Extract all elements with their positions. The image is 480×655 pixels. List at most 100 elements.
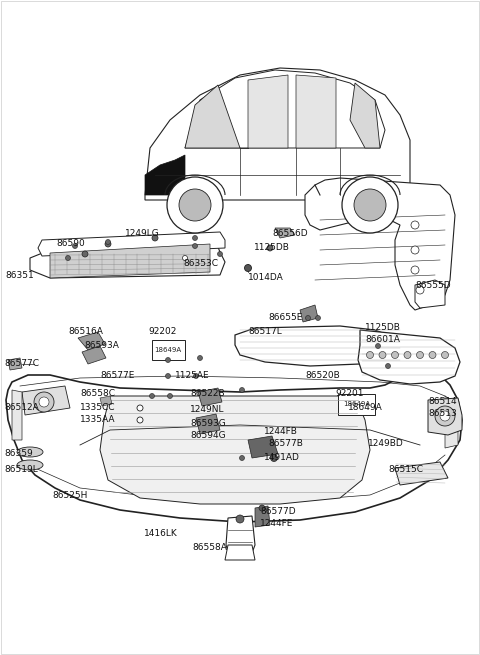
Circle shape xyxy=(167,177,223,233)
Text: 86514: 86514 xyxy=(428,398,456,407)
Polygon shape xyxy=(82,346,106,364)
Text: 86601A: 86601A xyxy=(365,335,400,343)
Polygon shape xyxy=(6,370,462,522)
Circle shape xyxy=(168,394,172,398)
Circle shape xyxy=(182,255,188,261)
Circle shape xyxy=(417,352,423,358)
Text: 86512A: 86512A xyxy=(4,403,39,413)
Circle shape xyxy=(240,388,244,392)
Text: 86359: 86359 xyxy=(4,449,33,457)
Circle shape xyxy=(315,316,321,320)
Circle shape xyxy=(72,244,77,248)
Circle shape xyxy=(179,189,211,221)
Circle shape xyxy=(65,255,71,261)
Circle shape xyxy=(106,240,110,244)
Polygon shape xyxy=(22,386,70,415)
Text: 86515C: 86515C xyxy=(388,464,423,474)
Circle shape xyxy=(192,244,197,248)
Polygon shape xyxy=(255,506,270,527)
Text: 1244FE: 1244FE xyxy=(260,519,293,527)
Circle shape xyxy=(259,505,265,511)
Circle shape xyxy=(152,235,158,241)
Text: 86577C: 86577C xyxy=(4,358,39,367)
Circle shape xyxy=(392,352,398,358)
Circle shape xyxy=(385,364,391,369)
Circle shape xyxy=(429,352,436,358)
Polygon shape xyxy=(428,398,462,435)
Text: 1125AE: 1125AE xyxy=(175,371,210,379)
Polygon shape xyxy=(305,178,455,310)
Text: 18649A: 18649A xyxy=(343,401,371,407)
Text: 1125DB: 1125DB xyxy=(365,322,401,331)
Circle shape xyxy=(271,455,277,462)
Text: 86525H: 86525H xyxy=(52,491,87,500)
Polygon shape xyxy=(30,240,225,278)
Text: 1335CC: 1335CC xyxy=(80,403,116,411)
Circle shape xyxy=(411,266,419,274)
Text: 1244FB: 1244FB xyxy=(264,426,298,436)
Polygon shape xyxy=(248,436,278,458)
Polygon shape xyxy=(38,232,225,256)
Circle shape xyxy=(411,246,419,254)
Polygon shape xyxy=(235,326,405,366)
Polygon shape xyxy=(226,516,255,558)
Ellipse shape xyxy=(17,460,43,470)
Circle shape xyxy=(82,251,88,257)
Polygon shape xyxy=(225,545,255,560)
Circle shape xyxy=(217,252,223,257)
Circle shape xyxy=(149,394,155,398)
Circle shape xyxy=(192,236,197,240)
Polygon shape xyxy=(395,462,448,485)
Polygon shape xyxy=(358,330,460,384)
Polygon shape xyxy=(198,388,222,406)
Text: 1014DA: 1014DA xyxy=(248,274,284,282)
Text: 1249LG: 1249LG xyxy=(125,229,160,238)
Circle shape xyxy=(435,406,455,426)
Polygon shape xyxy=(145,155,185,195)
Circle shape xyxy=(236,515,244,523)
Text: 86556D: 86556D xyxy=(272,229,308,238)
Circle shape xyxy=(105,241,111,247)
Polygon shape xyxy=(415,280,445,308)
Text: 1249NL: 1249NL xyxy=(190,405,225,413)
Text: 1416LK: 1416LK xyxy=(144,529,178,538)
Circle shape xyxy=(305,316,311,320)
Circle shape xyxy=(166,373,170,379)
Text: 86590: 86590 xyxy=(56,240,85,248)
Circle shape xyxy=(354,189,386,221)
Text: 92202: 92202 xyxy=(148,326,176,335)
Circle shape xyxy=(166,358,170,362)
Text: 86558A: 86558A xyxy=(192,542,227,552)
Circle shape xyxy=(137,417,143,423)
Circle shape xyxy=(240,455,244,460)
Circle shape xyxy=(411,221,419,229)
Text: 86558C: 86558C xyxy=(80,388,115,398)
Text: 86520B: 86520B xyxy=(305,371,340,379)
Text: 86555D: 86555D xyxy=(415,280,451,290)
Text: 18649A: 18649A xyxy=(348,403,383,411)
Text: 86519L: 86519L xyxy=(4,464,38,474)
Circle shape xyxy=(342,177,398,233)
Circle shape xyxy=(375,343,381,348)
Text: 86353C: 86353C xyxy=(183,259,218,269)
Polygon shape xyxy=(275,228,295,238)
Polygon shape xyxy=(296,75,336,148)
Circle shape xyxy=(193,373,199,379)
Circle shape xyxy=(197,356,203,360)
Polygon shape xyxy=(350,83,380,148)
Circle shape xyxy=(39,397,49,407)
Text: 18649A: 18649A xyxy=(155,347,181,353)
Polygon shape xyxy=(248,75,288,148)
Text: 86577B: 86577B xyxy=(268,438,303,447)
Polygon shape xyxy=(445,396,458,448)
Text: 86577D: 86577D xyxy=(260,506,296,515)
Text: 86522B: 86522B xyxy=(190,388,225,398)
Text: 1125DB: 1125DB xyxy=(254,244,290,252)
Text: 1491AD: 1491AD xyxy=(264,453,300,462)
Circle shape xyxy=(267,245,273,251)
Circle shape xyxy=(379,352,386,358)
Text: 1335AA: 1335AA xyxy=(80,415,116,424)
Text: 86513: 86513 xyxy=(428,409,457,419)
Polygon shape xyxy=(196,414,220,434)
Ellipse shape xyxy=(17,447,43,457)
